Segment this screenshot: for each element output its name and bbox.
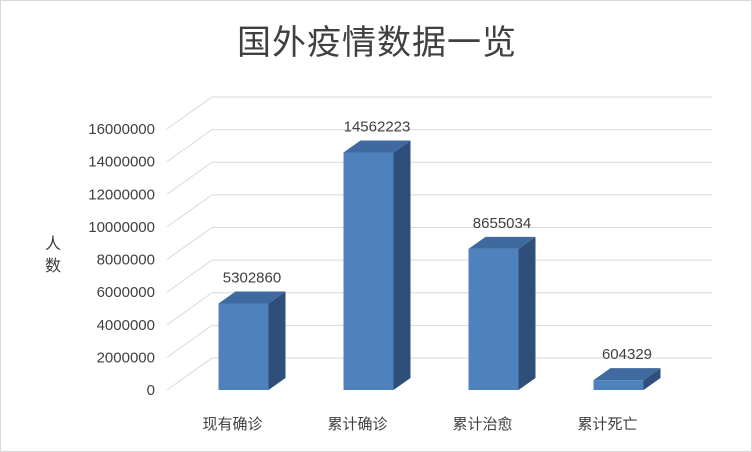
category-label: 现有确诊 — [202, 415, 262, 433]
bar — [468, 236, 536, 390]
bar — [343, 140, 411, 390]
data-label: 14562223 — [344, 118, 411, 135]
category-label: 累计确诊 — [327, 415, 387, 433]
bar-front — [468, 248, 519, 390]
y-tick-label: 14000000 — [88, 154, 155, 171]
chart-title: 国外疫情数据一览 — [237, 23, 517, 63]
gridline — [166, 259, 712, 293]
bar-side — [268, 291, 286, 390]
bar-side — [518, 236, 536, 390]
gridline — [166, 324, 712, 358]
y-tick-labels: 0 2000000 4000000 6000000 8000000 10000000 120… — [88, 121, 155, 399]
y-tick-label: 10000000 — [88, 219, 155, 236]
y-axis-label: 人数 — [44, 234, 61, 275]
y-tick-label: 16000000 — [88, 121, 155, 138]
bar-front — [593, 380, 644, 390]
y-tick-label: 4000000 — [97, 317, 155, 334]
bar-front — [343, 152, 394, 390]
data-label: 8655034 — [473, 215, 531, 232]
gridline — [166, 194, 712, 228]
data-label: 604329 — [602, 346, 652, 363]
category-label: 累计死亡 — [577, 415, 637, 433]
data-labels: 5302860 14562223 8655034 604329 — [223, 118, 652, 363]
bar — [218, 291, 286, 390]
y-tick-label: 8000000 — [97, 252, 155, 269]
gridline — [166, 292, 712, 326]
bar — [593, 368, 661, 390]
gridline — [166, 129, 712, 163]
category-label: 累计治愈 — [452, 415, 512, 433]
bar-side — [643, 368, 661, 390]
y-tick-label: 6000000 — [97, 284, 155, 301]
bars — [218, 140, 661, 390]
bar-top — [468, 236, 536, 249]
y-tick-label: 0 — [147, 382, 155, 399]
bar-top — [593, 368, 661, 381]
category-labels: 现有确诊 累计确诊 累计治愈 累计死亡 — [202, 415, 637, 433]
bar-front — [218, 303, 269, 390]
gridline — [166, 96, 712, 130]
bar-top — [218, 291, 286, 304]
bar-top — [343, 140, 411, 153]
bar-side — [393, 140, 411, 390]
gridline — [166, 357, 712, 391]
gridlines — [166, 96, 712, 391]
gridline — [166, 161, 712, 195]
data-label: 5302860 — [223, 269, 281, 286]
y-tick-label: 12000000 — [88, 186, 155, 203]
y-tick-label: 2000000 — [97, 349, 155, 366]
gridline — [166, 227, 712, 260]
